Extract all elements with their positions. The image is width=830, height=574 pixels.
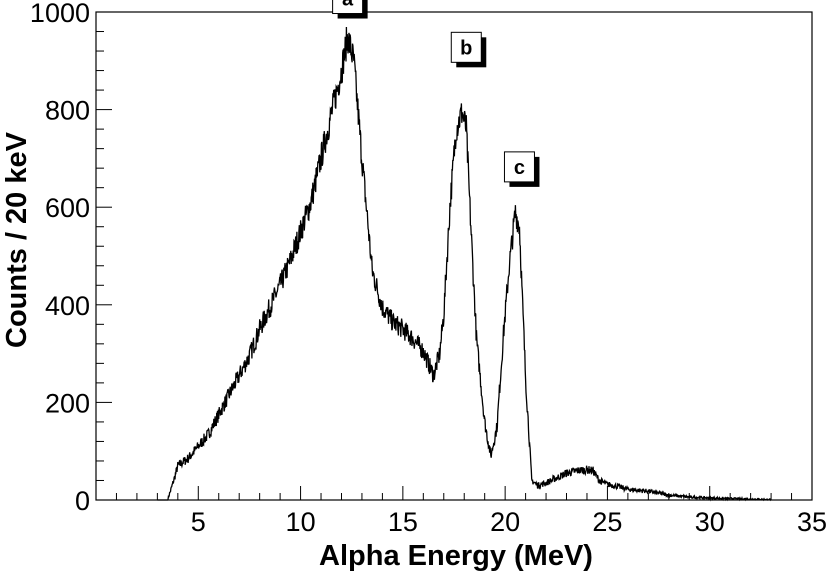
peak-label-text: a bbox=[342, 0, 354, 11]
x-tick-label: 15 bbox=[388, 507, 418, 537]
x-tick-label: 35 bbox=[797, 507, 827, 537]
series-line bbox=[157, 26, 772, 502]
y-tick-label: 1000 bbox=[30, 0, 90, 28]
ticks bbox=[95, 11, 813, 501]
peak-label-text: b bbox=[460, 37, 472, 59]
x-axis-title: Alpha Energy (MeV) bbox=[319, 540, 593, 572]
peak-label-box bbox=[332, 0, 364, 15]
x-tick-label: 5 bbox=[191, 507, 206, 537]
y-tick-label: 200 bbox=[45, 388, 90, 418]
y-tick-label: 0 bbox=[75, 486, 90, 516]
x-tick-label: 30 bbox=[695, 507, 725, 537]
plot-frame bbox=[95, 11, 813, 501]
x-tick-label: 10 bbox=[286, 507, 316, 537]
peak-label-a: a bbox=[332, 0, 368, 19]
y-axis-title: Counts / 20 keV bbox=[1, 131, 33, 348]
annotations: a b c bbox=[332, 0, 540, 187]
x-tick-label: 20 bbox=[490, 507, 520, 537]
x-tick-label: 25 bbox=[592, 507, 622, 537]
peak-label-c: c bbox=[503, 151, 540, 187]
peak-label-box bbox=[450, 31, 482, 63]
y-tick-label: 600 bbox=[45, 193, 90, 223]
peak-label-b: b bbox=[450, 31, 487, 68]
y-tick-label: 800 bbox=[45, 96, 90, 126]
y-tick-label: 400 bbox=[45, 291, 90, 321]
peak-label-text: c bbox=[514, 157, 525, 179]
peak-label-box bbox=[503, 151, 535, 183]
axes bbox=[95, 11, 813, 501]
tick-labels: 5 10 15 20 25 30 35 0 200 400 600 800 1000 bbox=[30, 0, 827, 537]
